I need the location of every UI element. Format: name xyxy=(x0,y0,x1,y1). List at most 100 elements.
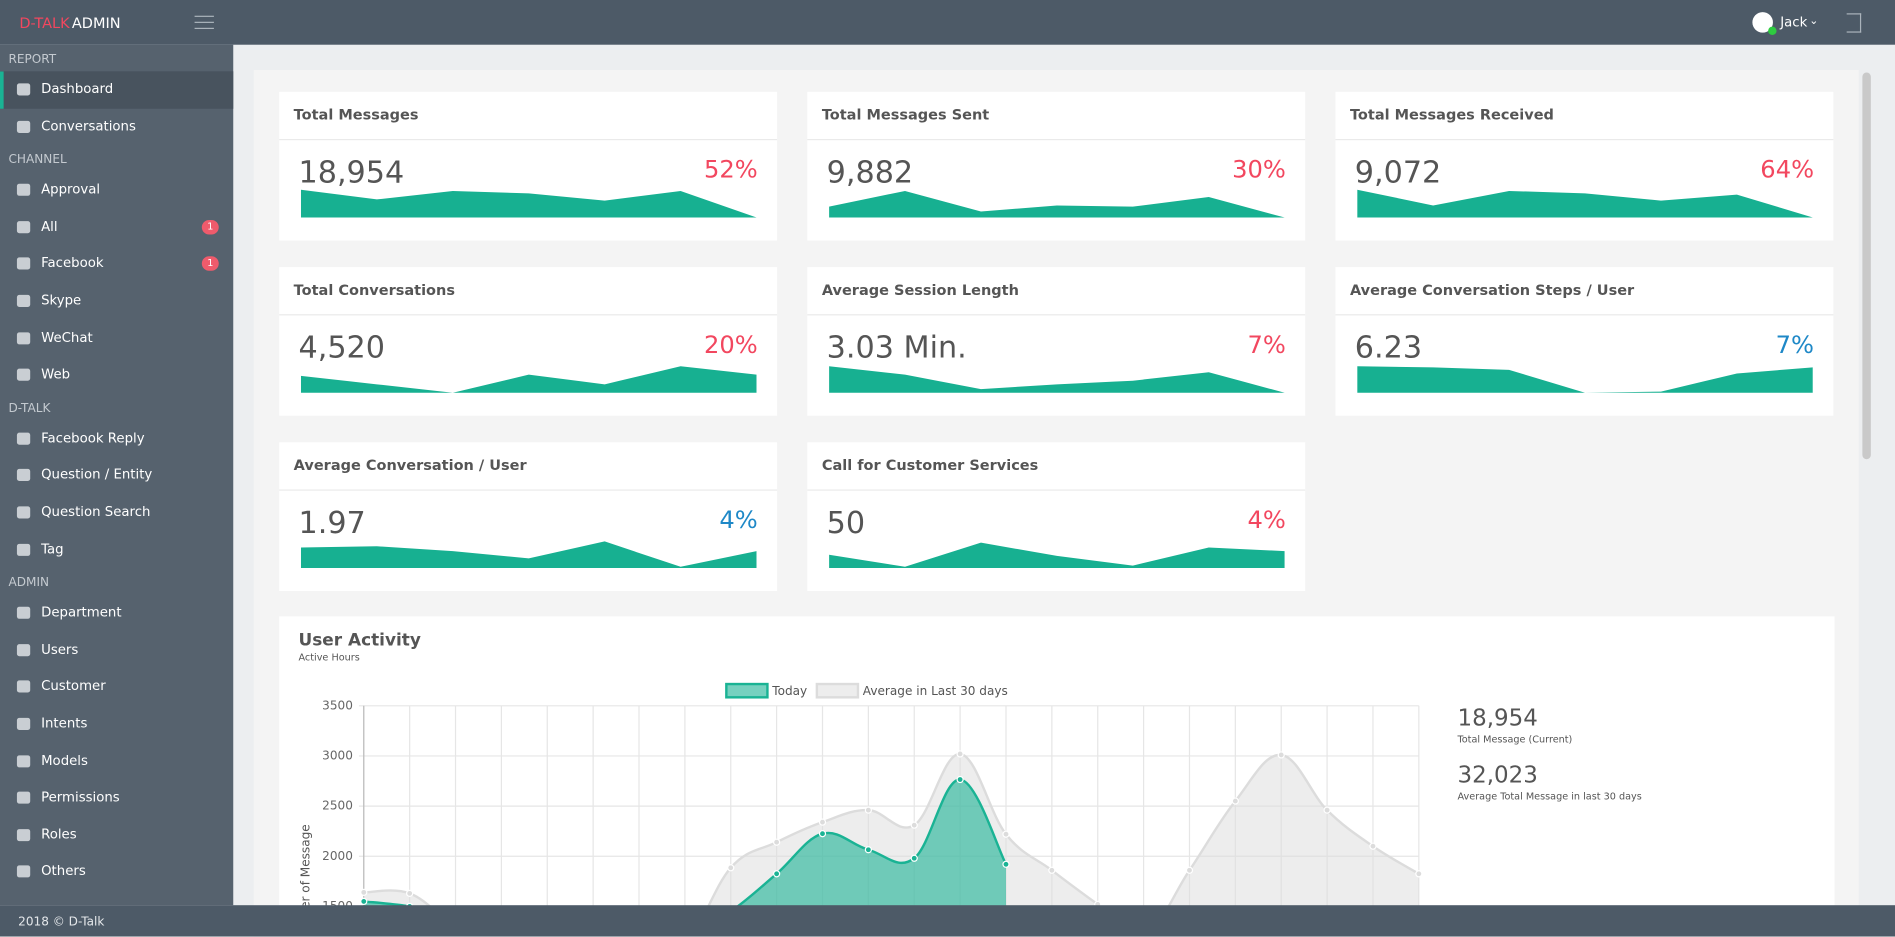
card-title: Average Session Length xyxy=(821,281,1019,299)
card-value: 4,520 xyxy=(298,329,386,365)
nav-item[interactable]: Question Search xyxy=(0,494,233,531)
card-percent: 30% xyxy=(1232,154,1286,184)
card-value: 1.97 xyxy=(298,505,366,541)
nav-item[interactable]: Facebook Reply xyxy=(0,420,233,457)
nav-label[interactable]: Tag xyxy=(41,540,64,557)
nav-label[interactable]: Facebook xyxy=(41,255,104,272)
series-area xyxy=(363,779,1006,937)
nav-label[interactable]: Customer xyxy=(41,678,106,695)
nav-label[interactable]: Department xyxy=(41,604,122,621)
nav-item[interactable]: Customer xyxy=(0,669,233,706)
legend-swatch xyxy=(725,682,769,699)
card-percent: 4% xyxy=(1247,505,1286,535)
nav-item[interactable]: Others xyxy=(0,854,233,891)
nav-label[interactable]: Dashboard xyxy=(41,80,114,97)
avatar[interactable] xyxy=(1752,12,1777,36)
series-point xyxy=(1185,866,1194,874)
sparkline xyxy=(829,366,1285,393)
nav-icon xyxy=(16,331,31,344)
stat-card: Total Messages Sent 9,882 30% xyxy=(807,91,1306,241)
card-value: 6.23 xyxy=(1354,329,1423,365)
nav-item[interactable]: Conversations xyxy=(0,108,233,145)
nav-item[interactable]: All 1 xyxy=(0,209,233,246)
nav-item[interactable]: Web xyxy=(0,357,233,394)
nav-icon xyxy=(16,606,31,619)
user-name[interactable]: Jack xyxy=(1780,14,1808,31)
nav-item[interactable]: Roles xyxy=(0,817,233,854)
series-point xyxy=(1323,806,1331,814)
nav-label[interactable]: Models xyxy=(41,752,88,769)
card-title: Total Messages xyxy=(293,106,419,124)
chart-title: User Activity xyxy=(299,630,421,650)
nav-label[interactable]: Permissions xyxy=(41,789,120,806)
series-point xyxy=(864,846,872,854)
nav-label[interactable]: Web xyxy=(41,366,71,383)
nav-label[interactable]: Conversations xyxy=(41,117,136,134)
nav-item[interactable]: Skype xyxy=(0,283,233,320)
nav-label[interactable]: Facebook Reply xyxy=(41,429,145,446)
series-point xyxy=(727,864,735,872)
card-title: Total Messages Received xyxy=(1349,106,1554,124)
series-point xyxy=(406,889,414,897)
sparkline xyxy=(1357,189,1813,218)
sparkline-area xyxy=(829,366,1285,393)
nav-label[interactable]: Question Search xyxy=(41,503,151,520)
nav-item[interactable]: Intents xyxy=(0,706,233,743)
nav-icon xyxy=(16,257,31,270)
nav-item[interactable]: WeChat xyxy=(0,320,233,357)
divider xyxy=(1335,138,1834,141)
sparkline-area xyxy=(829,190,1285,218)
nav-label[interactable]: Skype xyxy=(41,292,82,309)
y-tick-label: 2000 xyxy=(322,849,353,863)
nav-label[interactable]: All xyxy=(41,218,58,235)
nav-icon xyxy=(16,643,31,656)
section-label: CHANNEL xyxy=(8,153,67,168)
series-point xyxy=(1415,870,1423,878)
nav-label[interactable]: Intents xyxy=(41,715,88,732)
scrollbar[interactable] xyxy=(1862,72,1871,460)
nav-icon xyxy=(16,183,31,197)
user-caret[interactable]: ⌄ xyxy=(1809,15,1819,28)
card-title: Average Conversation / User xyxy=(293,456,527,474)
nav-item[interactable]: Approval xyxy=(0,172,233,209)
card-title: Call for Customer Services xyxy=(821,456,1039,474)
nav-icon xyxy=(16,754,31,767)
series-point xyxy=(1369,842,1377,850)
nav-label[interactable]: Approval xyxy=(41,181,101,198)
card-percent: 7% xyxy=(1775,329,1815,359)
nav-icon xyxy=(16,368,31,381)
menu-toggle[interactable] xyxy=(194,15,214,30)
stat-card: Total Messages Received 9,072 64% xyxy=(1335,91,1834,241)
series-point xyxy=(360,888,368,896)
series-point xyxy=(1277,751,1285,759)
nav-icon xyxy=(16,717,31,730)
nav-item[interactable]: Question / Entity xyxy=(0,457,233,494)
nav-label[interactable]: Users xyxy=(41,641,79,658)
nav-item[interactable]: Models xyxy=(0,743,233,780)
logout[interactable] xyxy=(1846,13,1862,33)
series-point xyxy=(818,818,827,826)
nav-item[interactable]: Permissions xyxy=(0,780,233,817)
stat-card: Average Conversation / User 1.97 4% xyxy=(279,442,778,591)
nav-label[interactable]: Question / Entity xyxy=(41,466,153,483)
nav-item[interactable]: Tag xyxy=(0,531,233,568)
y-tick-label: 3000 xyxy=(322,748,353,762)
nav-label[interactable]: Others xyxy=(41,863,86,879)
series-point xyxy=(864,806,872,814)
series-point xyxy=(956,775,964,784)
nav-item[interactable]: Facebook 1 xyxy=(0,246,233,283)
nav-item[interactable]: Department xyxy=(0,595,233,632)
badge: 1 xyxy=(201,256,219,272)
summary-value: 18,954 xyxy=(1458,706,1538,732)
nav-label[interactable]: WeChat xyxy=(41,329,93,346)
nav-item[interactable]: Dashboard xyxy=(0,71,234,109)
nav-item[interactable]: Users xyxy=(0,632,233,669)
stat-card: Average Session Length 3.03 Min. 7% xyxy=(807,267,1306,416)
nav-label[interactable]: Roles xyxy=(41,826,77,842)
card-percent: 4% xyxy=(719,505,758,535)
card-value: 3.03 Min. xyxy=(826,329,967,365)
divider xyxy=(807,138,1306,141)
y-tick-label: 2500 xyxy=(322,799,353,813)
